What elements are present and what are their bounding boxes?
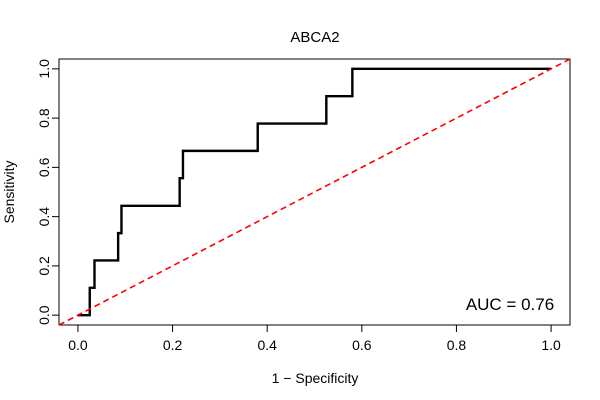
y-tick-label: 0.0 [36,305,52,325]
y-tick-label: 0.8 [36,108,52,128]
x-tick-label: 0.8 [447,337,467,353]
y-tick-label: 0.6 [36,157,52,177]
x-axis: 0.0 0.2 0.4 0.6 0.8 1.0 [68,324,561,353]
y-axis-label: Sensitivity [1,160,17,223]
series-layer [58,58,571,326]
reference-diagonal-line [58,58,571,326]
x-axis-label: 1 − Specificity [272,370,359,386]
x-tick-label: 1.0 [541,337,561,353]
x-tick-label: 0.2 [163,337,183,353]
x-tick-label: 0.6 [352,337,372,353]
y-axis: 0.0 0.2 0.4 0.6 0.8 1.0 [36,59,60,325]
x-tick-label: 0.0 [68,337,88,353]
chart-title: ABCA2 [290,29,339,46]
y-tick-label: 1.0 [36,59,52,79]
roc-curve-line [77,67,552,317]
auc-annotation: AUC = 0.76 [466,295,554,314]
y-tick-label: 0.2 [36,256,52,276]
plot-frame [58,58,571,326]
y-tick-label: 0.4 [36,207,52,227]
x-tick-label: 0.4 [257,337,277,353]
